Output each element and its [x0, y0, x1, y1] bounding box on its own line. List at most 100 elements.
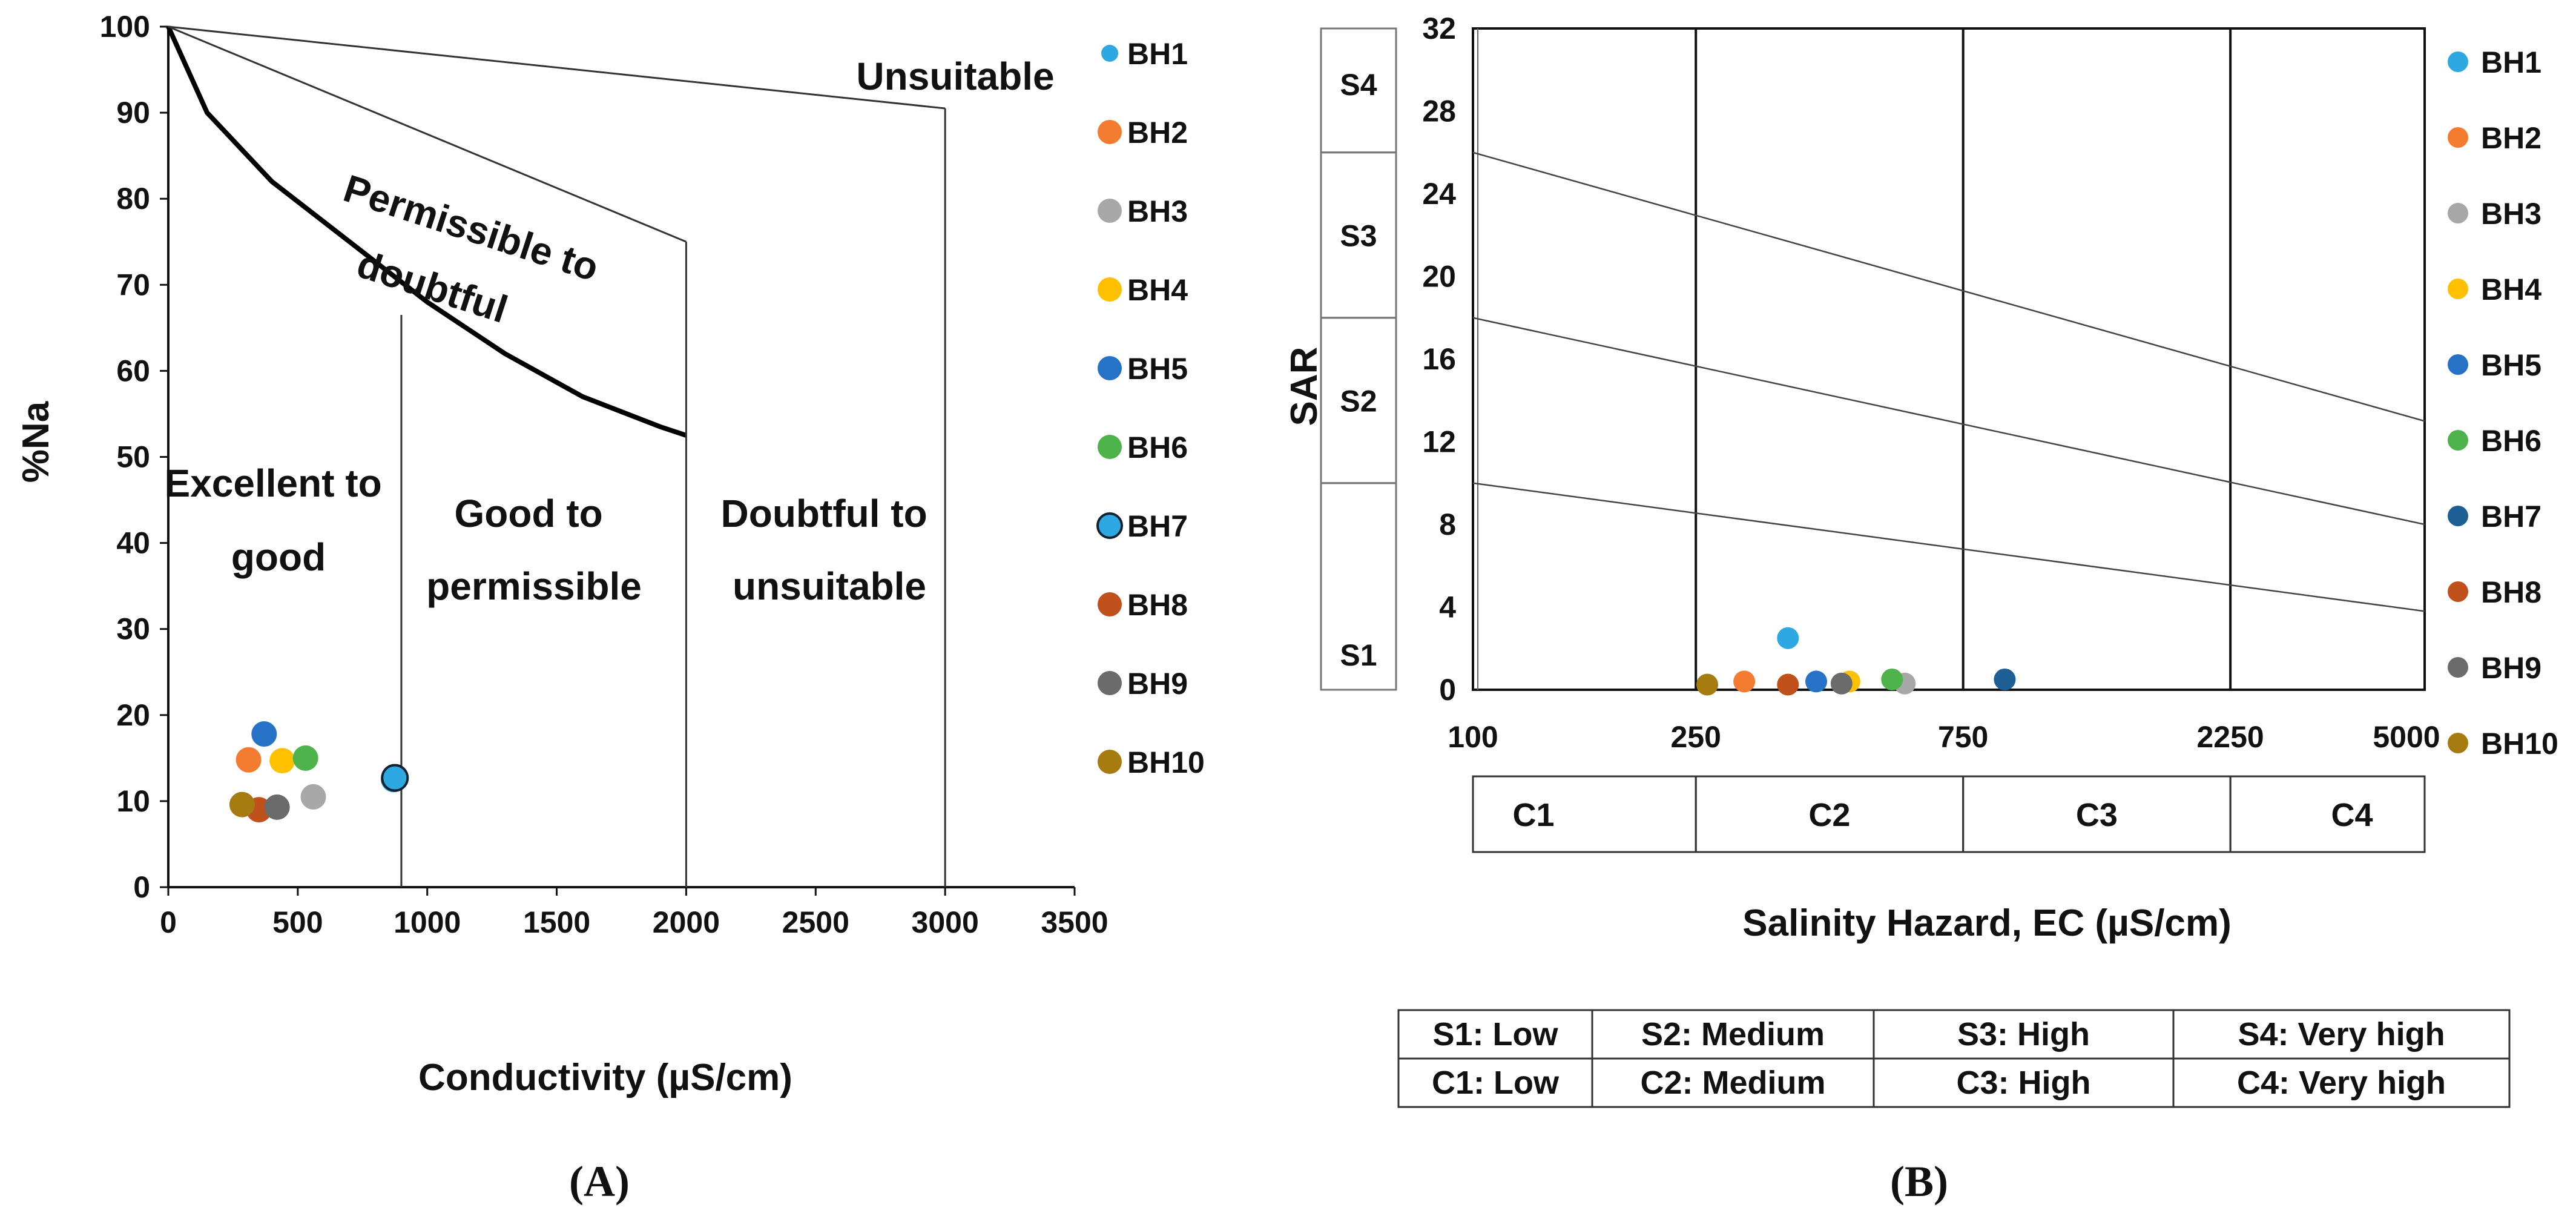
s-class-label-s2: S2	[1340, 384, 1377, 418]
legend-marker-bh7	[1096, 512, 1123, 539]
legend-marker-bh10	[1098, 750, 1122, 774]
panel-b-s-class-column: S1 S2 S3 S4	[1320, 27, 1397, 691]
class-legend-table: S1: Low S2: Medium S3: High S4: Very high C1…	[1397, 1009, 2511, 1108]
legend-label-bh2: BH2	[2481, 121, 2541, 155]
legend-marker-bh10	[2448, 733, 2468, 753]
y-tick-label: 60	[116, 354, 150, 388]
y-tick-label: 16	[1422, 342, 1456, 376]
legend-marker-bh8	[2448, 581, 2468, 602]
legend-label-bh6: BH6	[1127, 431, 1188, 464]
point-bh6	[1881, 668, 1903, 690]
legend-marker-bh6	[1098, 435, 1122, 459]
panel-b-points	[1696, 627, 2016, 696]
legend-marker-bh4	[1098, 277, 1122, 302]
panel-b-x-axis-title: Salinity Hazard, EC (µS/cm)	[1742, 902, 2231, 944]
legend-label-bh10: BH10	[1127, 745, 1205, 779]
y-tick-label: 12	[1422, 425, 1456, 459]
table-cell: C1: Low	[1432, 1065, 1560, 1101]
zone-label-unsuitable: Unsuitable	[856, 55, 1054, 98]
legend-label-bh1: BH1	[1127, 37, 1188, 71]
y-tick-label: 8	[1439, 507, 1456, 541]
c-class-cell	[2229, 775, 2426, 853]
point-bh8	[1777, 673, 1799, 696]
legend-marker-bh5	[1098, 356, 1122, 380]
legend-marker-bh7	[2448, 506, 2468, 526]
legend-marker-bh1	[2448, 51, 2468, 72]
legend-label-bh8: BH8	[2481, 575, 2541, 609]
y-tick-label: 100	[100, 10, 150, 44]
x-tick-label: 2500	[782, 905, 849, 939]
panel-b-caption: (B)	[1890, 1157, 1948, 1206]
legend-label-bh9: BH9	[1127, 667, 1188, 701]
legend-marker-bh3	[1098, 199, 1122, 223]
point-bh10	[1696, 673, 1719, 696]
table-cell: C2: Medium	[1640, 1065, 1825, 1101]
boundary-curve	[166, 25, 687, 438]
y-tick-label: 28	[1422, 94, 1456, 128]
x-tick-label: 2250	[2197, 720, 2264, 754]
y-tick-label: 50	[116, 440, 150, 474]
sar-divider-line	[1472, 151, 2425, 422]
table-cell: C4: Very high	[2237, 1065, 2446, 1101]
y-tick-label: 24	[1422, 177, 1456, 211]
c-class-label-c3: C3	[2076, 797, 2118, 833]
y-tick-label: 70	[116, 268, 150, 302]
panel-a-y-axis-title: %Na	[15, 401, 57, 483]
panel-b-usssl-chart: S1 S2 S3 S4 0 4 8 12 16 20 24 28 32 100 250 750 2250 500…	[1283, 12, 2558, 1206]
legend-label-bh4: BH4	[2481, 273, 2541, 306]
x-tick-label: 3000	[912, 905, 979, 939]
point-bh10	[229, 791, 255, 818]
point-bh3	[300, 784, 326, 810]
panel-a-legend: BH1 BH2 BH3 BH4 BH5 BH6 BH7 BH8 BH9 BH10	[1096, 37, 1205, 779]
point-bh7	[1994, 668, 2016, 690]
panel-b-plot-border	[1472, 27, 2426, 691]
point-bh1	[1777, 627, 1799, 649]
legend-label-bh5: BH5	[2481, 348, 2541, 382]
point-bh6	[292, 745, 318, 771]
legend-marker-bh2	[2448, 127, 2468, 148]
s-class-label-s3: S3	[1340, 219, 1377, 253]
panel-b-ticks: 0 4 8 12 16 20 24 28 32 100 250 750 2250 5000	[1422, 12, 2440, 754]
y-tick-label: 30	[116, 612, 150, 646]
legend-marker-bh2	[1098, 120, 1122, 144]
x-tick-label: 0	[160, 905, 177, 939]
x-tick-label: 750	[1938, 720, 1988, 754]
x-tick-label: 250	[1670, 720, 1721, 754]
point-bh2	[236, 747, 262, 773]
legend-label-bh1: BH1	[2481, 45, 2541, 79]
x-tick-label: 500	[272, 905, 323, 939]
point-bh9	[1830, 672, 1853, 695]
legend-label-bh3: BH3	[1127, 194, 1188, 228]
point-bh7	[381, 764, 409, 792]
zone-label-doubtful-to-unsuitable: Doubtful to unsuitable	[721, 492, 938, 608]
x-tick-label: 100	[1448, 720, 1498, 754]
panel-a-boundaries	[166, 25, 946, 887]
x-tick-label: 3500	[1041, 905, 1108, 939]
s-class-label-s1: S1	[1340, 638, 1377, 672]
boundary-line-top	[168, 25, 946, 110]
legend-label-bh2: BH2	[1127, 116, 1188, 150]
table-cell: S4: Very high	[2238, 1016, 2445, 1052]
x-tick-label: 1000	[394, 905, 461, 939]
panel-b-c-class-row: C1 C2 C3 C4	[1472, 775, 2426, 853]
table-cell: C3: High	[1957, 1065, 2091, 1101]
x-tick-label: 1500	[523, 905, 590, 939]
c-class-cell	[1472, 775, 1697, 853]
c-class-label-c1: C1	[1512, 797, 1554, 833]
legend-label-bh8: BH8	[1127, 588, 1188, 622]
legend-marker-bh5	[2448, 354, 2468, 375]
legend-label-bh7: BH7	[2481, 500, 2541, 534]
panel-b-divider-lines	[1472, 28, 2425, 690]
legend-label-bh10: BH10	[2481, 727, 2558, 761]
table-cell: S2: Medium	[1641, 1016, 1825, 1052]
legend-label-bh7: BH7	[1127, 509, 1188, 543]
legend-marker-bh4	[2448, 279, 2468, 299]
legend-marker-bh1	[1101, 45, 1118, 62]
y-tick-label: 4	[1439, 590, 1456, 624]
panel-b-plot-frame	[1472, 27, 2426, 691]
legend-marker-bh9	[2448, 657, 2468, 678]
panel-a-zone-labels: Excellent to good Good to permissible Do…	[165, 55, 1055, 608]
